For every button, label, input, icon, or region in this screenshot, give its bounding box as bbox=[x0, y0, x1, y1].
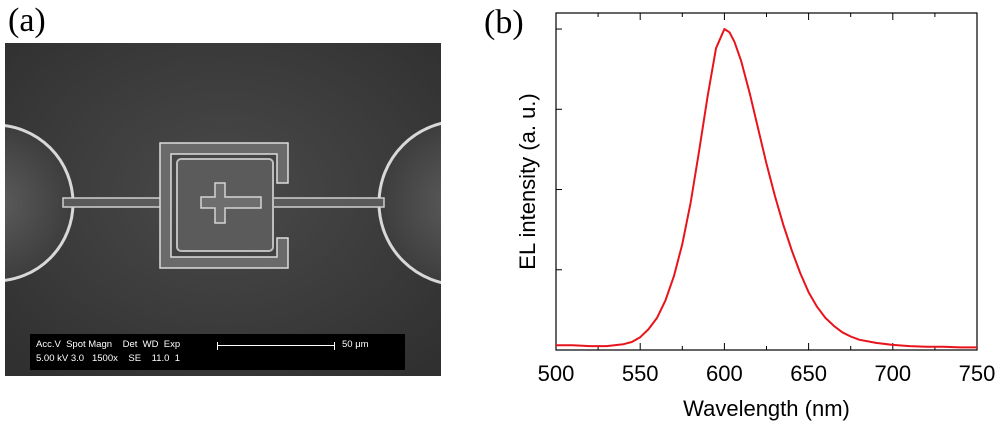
x-tick-label-500: 500 bbox=[538, 361, 575, 386]
scale-bar-label: 50 μm bbox=[342, 339, 369, 350]
cross-electrode bbox=[200, 182, 262, 224]
x-tick-label-600: 600 bbox=[706, 361, 743, 386]
x-tick-label-750: 750 bbox=[959, 361, 996, 386]
sem-micrograph: Acc.V Spot Magn Det WD Exp 5.00 kV 3.0 1… bbox=[5, 43, 441, 376]
left-lead bbox=[62, 197, 164, 208]
right-lead bbox=[259, 197, 385, 208]
chart-svg: 500 550 600 650 700 750 Wavelength (nm) EL inte… bbox=[515, 12, 996, 421]
sem-device-drawing bbox=[5, 43, 441, 376]
panel-a-label: (a) bbox=[8, 2, 46, 39]
outer-frame bbox=[159, 142, 289, 269]
scale-bar bbox=[217, 342, 335, 350]
sem-databar: Acc.V Spot Magn Det WD Exp 5.00 kV 3.0 1… bbox=[30, 334, 405, 370]
y-axis-label: EL intensity (a. u.) bbox=[515, 93, 540, 269]
databar-value-row: 5.00 kV 3.0 1500x SE 11.0 1 bbox=[36, 353, 180, 364]
databar-header-row: Acc.V Spot Magn Det WD Exp bbox=[36, 339, 181, 350]
plot-frame bbox=[555, 12, 978, 351]
x-tick-label-550: 550 bbox=[622, 361, 659, 386]
panel-b-label: (b) bbox=[484, 4, 524, 41]
x-tick-label-700: 700 bbox=[874, 361, 911, 386]
el-spectrum-chart: 500 550 600 650 700 750 Wavelength (nm) EL inte… bbox=[480, 0, 1000, 423]
x-axis-label: Wavelength (nm) bbox=[683, 396, 850, 421]
series-line-0 bbox=[556, 28, 977, 349]
x-tick-label-650: 650 bbox=[790, 361, 827, 386]
